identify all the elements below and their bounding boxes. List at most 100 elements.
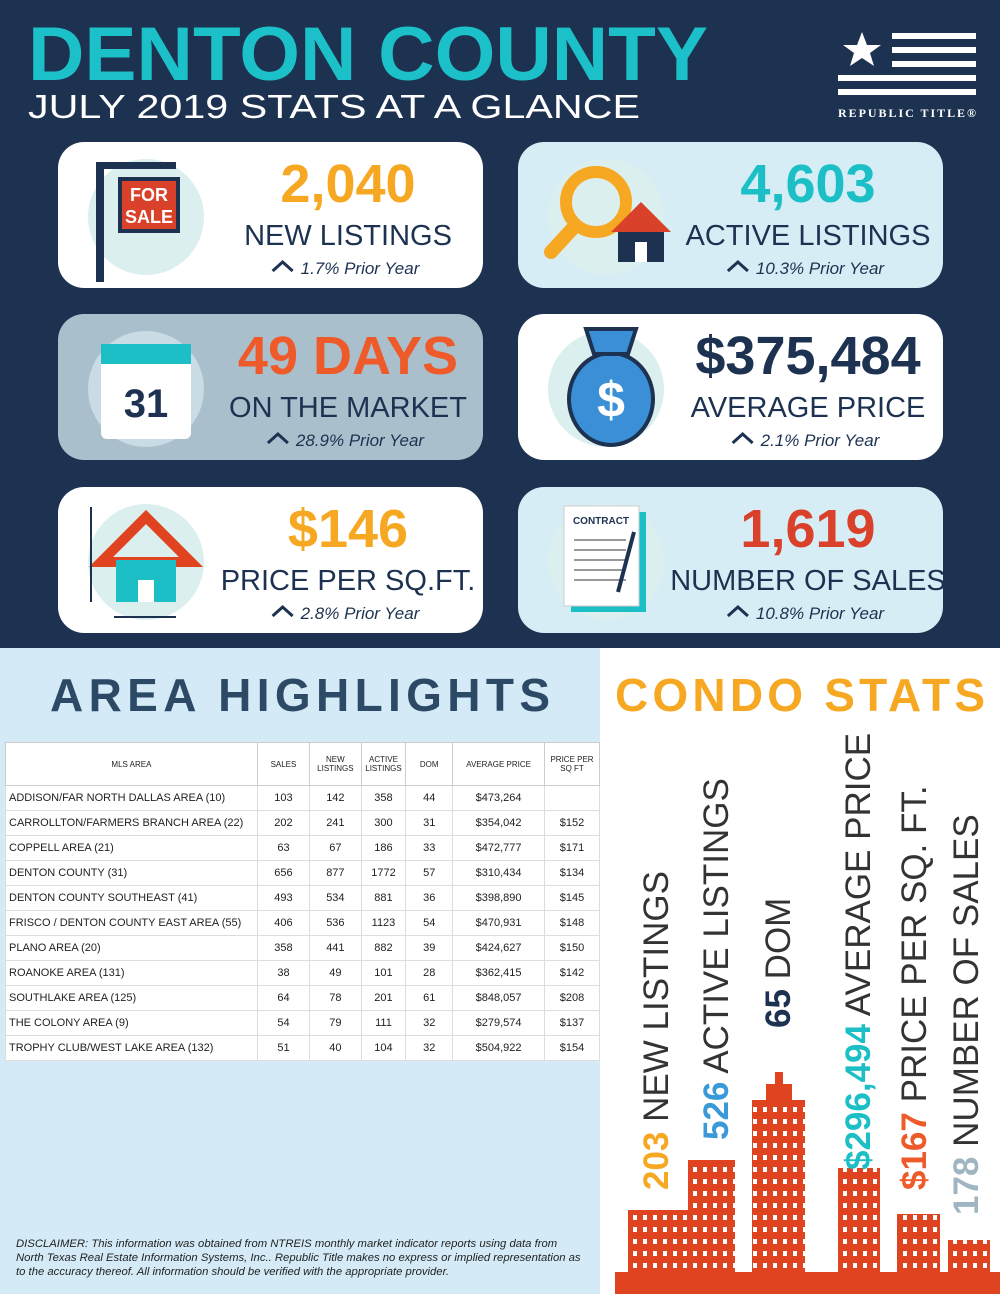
subtitle: JULY 2019 STATS AT A GLANCE xyxy=(28,88,640,125)
table-cell: 441 xyxy=(309,935,362,961)
table-row: FRISCO / DENTON COUNTY EAST AREA (55) 406… xyxy=(5,910,600,936)
table-cell: 111 xyxy=(360,1010,407,1036)
icon-text: FOR xyxy=(130,185,168,205)
table-row: TROPHY CLUB/WEST LAKE AREA (132) 51 40 104 3… xyxy=(5,1035,600,1061)
stat-value: 49 DAYS xyxy=(238,326,458,386)
condo-stat: $296,494 AVERAGE PRICE xyxy=(839,733,878,1170)
icon xyxy=(635,242,647,262)
table-cell: TROPHY CLUB/WEST LAKE AREA (132) xyxy=(5,1035,258,1061)
table-cell: 358 xyxy=(256,935,311,961)
table-cell: 656 xyxy=(256,860,311,886)
condo-value: $296,494 xyxy=(839,1023,878,1170)
stat-value: $375,484 xyxy=(695,326,920,386)
stat-card: 31 49 DAYS ON THE MARKET 28.9% Prior Year xyxy=(58,314,483,460)
title: DENTON COUNTY xyxy=(28,12,708,97)
table-cell: 54 xyxy=(256,1010,311,1036)
header-panel: DENTON COUNTY JULY 2019 STATS AT A GLANC… xyxy=(0,0,1000,648)
stat-label: ON THE MARKET xyxy=(229,392,467,424)
table-cell: $134 xyxy=(544,860,600,886)
table-cell: 64 xyxy=(256,985,311,1011)
table-cell: 39 xyxy=(405,935,454,961)
table-cell: ROANOKE AREA (131) xyxy=(5,960,258,986)
condo-stat: 178 NUMBER OF SALES xyxy=(947,814,986,1215)
table-cell: 44 xyxy=(405,785,454,811)
up-arrow xyxy=(271,604,294,618)
table-cell: 61 xyxy=(405,985,454,1011)
table-cell: $473,264 xyxy=(452,785,546,811)
stat-card: 4,603 ACTIVE LISTINGS 10.3% Prior Year xyxy=(518,142,943,288)
table-cell: 406 xyxy=(256,910,311,936)
condo-stat: 526 ACTIVE LISTINGS xyxy=(697,778,736,1140)
stat-change: 2.8% Prior Year xyxy=(300,604,421,623)
table-row: CARROLLTON/FARMERS BRANCH AREA (22) 202 24… xyxy=(5,810,600,836)
table-cell: 33 xyxy=(405,835,454,861)
table-cell: COPPELL AREA (21) xyxy=(5,835,258,861)
condo-value: 203 xyxy=(637,1132,676,1190)
table-cell xyxy=(544,785,600,811)
table-cell: 51 xyxy=(256,1035,311,1061)
table-cell: 358 xyxy=(360,785,407,811)
icon-text: 31 xyxy=(124,382,169,426)
table-cell: 40 xyxy=(309,1035,362,1061)
icon xyxy=(544,220,581,259)
condo-label: NEW LISTINGS xyxy=(637,871,676,1122)
table-cell: $152 xyxy=(544,810,600,836)
table-cell: 881 xyxy=(360,885,407,911)
table-cell: $362,415 xyxy=(452,960,546,986)
stat-card: $ $375,484 AVERAGE PRICE 2.1% Prior Year xyxy=(518,314,943,460)
stat-value: 2,040 xyxy=(280,154,415,214)
header-cell: NEW LISTINGS xyxy=(309,742,362,786)
icon xyxy=(118,177,180,233)
area-table: MLS AREA SALES NEW LISTINGS ACTIVE LISTINGS… xyxy=(5,742,600,1061)
table-cell: $142 xyxy=(544,960,600,986)
logo-text: REPUBLIC TITLE® xyxy=(838,106,976,120)
table-cell: 882 xyxy=(360,935,407,961)
table-cell: 1123 xyxy=(360,910,407,936)
stat-change: 10.3% Prior Year xyxy=(756,259,886,278)
table-cell: $470,931 xyxy=(452,910,546,936)
header-cell: SALES xyxy=(256,742,311,786)
header-cell: PRICE PER SQ FT xyxy=(544,742,600,786)
condo-title: CONDO STATS xyxy=(615,669,985,721)
table-cell: DENTON COUNTY SOUTHEAST (41) xyxy=(5,885,258,911)
table-cell: 57 xyxy=(405,860,454,886)
table-row: THE COLONY AREA (9) 54 79 111 32 $279,574 $137 xyxy=(5,1010,600,1036)
table-cell: 241 xyxy=(309,810,362,836)
table-cell: 101 xyxy=(360,960,407,986)
table-row: ROANOKE AREA (131) 38 49 101 28 $362,415 $142 xyxy=(5,960,600,986)
condo-stat: 65 DOM xyxy=(759,898,798,1028)
table-row: ADDISON/FAR NORTH DALLAS AREA (10) 103 142… xyxy=(5,785,600,811)
header-cell: MLS AREA xyxy=(5,742,258,786)
icon xyxy=(96,162,104,282)
condo-value: $167 xyxy=(895,1112,934,1190)
icon xyxy=(96,162,176,169)
table-row: DENTON COUNTY SOUTHEAST (41) 493 534 881 36 $… xyxy=(5,885,600,911)
icon xyxy=(101,344,191,364)
table-cell: $137 xyxy=(544,1010,600,1036)
table-cell: 79 xyxy=(309,1010,362,1036)
table-cell: $398,890 xyxy=(452,885,546,911)
table-cell: 103 xyxy=(256,785,311,811)
table-cell: 32 xyxy=(405,1010,454,1036)
table-row: PLANO AREA (20) 358 441 882 39 $424,627 $150 xyxy=(5,935,600,961)
table-cell: FRISCO / DENTON COUNTY EAST AREA (55) xyxy=(5,910,258,936)
stat-change: 10.8% Prior Year xyxy=(756,604,886,623)
table-cell: DENTON COUNTY (31) xyxy=(5,860,258,886)
table-cell: $150 xyxy=(544,935,600,961)
table-cell: $424,627 xyxy=(452,935,546,961)
up-arrow xyxy=(731,431,754,445)
condo-label: PRICE PER SQ. FT. xyxy=(895,785,934,1102)
icon-text: $ xyxy=(597,372,625,428)
table-cell: 877 xyxy=(309,860,362,886)
condo-stat: 203 NEW LISTINGS xyxy=(637,871,676,1190)
table-cell: 493 xyxy=(256,885,311,911)
stat-value: 1,619 xyxy=(740,499,875,559)
table-cell: 67 xyxy=(309,835,362,861)
table-cell: $504,922 xyxy=(452,1035,546,1061)
stat-value: 4,603 xyxy=(740,154,875,214)
table-cell: 186 xyxy=(360,835,407,861)
stat-change: 2.1% Prior Year xyxy=(760,431,881,450)
table-cell: PLANO AREA (20) xyxy=(5,935,258,961)
table-cell: $848,057 xyxy=(452,985,546,1011)
